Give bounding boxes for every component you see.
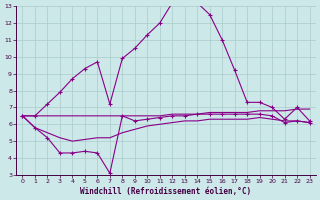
X-axis label: Windchill (Refroidissement éolien,°C): Windchill (Refroidissement éolien,°C) [80,187,252,196]
